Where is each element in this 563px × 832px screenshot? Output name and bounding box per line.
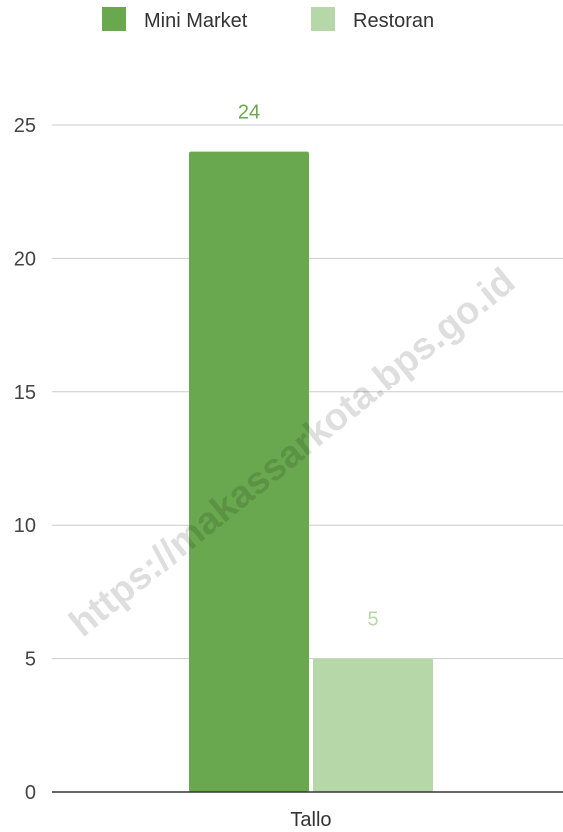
legend-item-restoran[interactable]: Restoran [311,7,434,32]
y-tick-label: 20 [14,248,36,270]
data-labels: 24 5 [238,102,379,631]
legend[interactable]: Mini Market Restoran [102,7,434,32]
legend-swatch [102,7,126,31]
bar-restoran[interactable] [313,658,433,792]
data-label: 24 [238,102,260,124]
y-tick-label: 0 [25,782,36,804]
y-tick-label: 25 [14,115,36,137]
bar-mini-market[interactable] [189,151,309,792]
axes: 0 5 10 15 20 25 Tallo [14,115,563,831]
legend-label: Mini Market [144,10,248,32]
legend-swatch [311,7,335,31]
legend-item-mini-market[interactable]: Mini Market [102,7,248,32]
legend-label: Restoran [353,10,434,32]
y-tick-label: 5 [25,649,36,671]
data-label: 5 [367,609,378,631]
bars [189,151,433,792]
y-tick-label: 10 [14,515,36,537]
x-category-label: Tallo [290,809,331,831]
y-tick-label: 15 [14,382,36,404]
